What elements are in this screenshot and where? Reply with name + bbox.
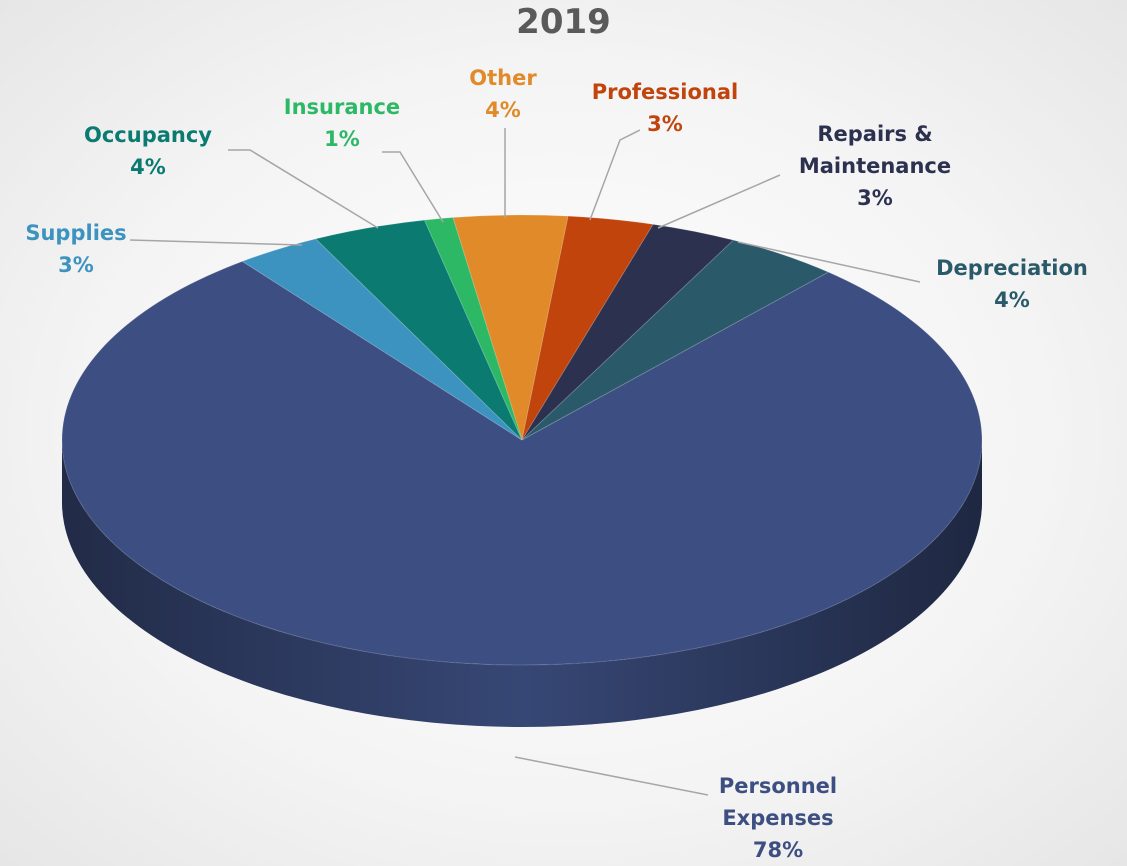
leader-line (589, 129, 641, 221)
data-label: 78% (752, 838, 804, 862)
leader-line (657, 174, 781, 229)
leader-line (737, 241, 921, 283)
category-label: Insurance (283, 95, 401, 119)
category-label: Occupancy (84, 123, 212, 147)
data-label: 4% (994, 288, 1030, 312)
data-label: 3% (58, 253, 94, 277)
pie-slice (61, 260, 983, 666)
pie-slice (241, 238, 523, 441)
leader-line (514, 756, 709, 796)
category-label: Repairs & Maintenance (798, 122, 952, 178)
pie-slice (423, 217, 523, 441)
data-label: 1% (324, 127, 360, 151)
pie-slice (452, 214, 569, 441)
category-label: Other (469, 66, 537, 90)
leader-line (228, 149, 379, 229)
pie-slice (521, 223, 735, 441)
data-label: 3% (857, 186, 893, 210)
data-label: 4% (130, 155, 166, 179)
data-label: 3% (647, 112, 683, 136)
category-label: Depreciation (936, 256, 1088, 280)
leader-line (382, 151, 444, 223)
pie-side-shade (62, 440, 982, 727)
category-label: Personnel Expenses (718, 774, 838, 830)
category-label: Supplies (25, 221, 127, 245)
pie-slice (314, 219, 523, 441)
category-label: Professional (591, 80, 739, 104)
leader-line (129, 239, 303, 246)
pie-slice (521, 239, 830, 441)
data-label: 4% (485, 98, 521, 122)
chart-title: 2019 (516, 2, 611, 42)
pie-slice (521, 215, 654, 441)
